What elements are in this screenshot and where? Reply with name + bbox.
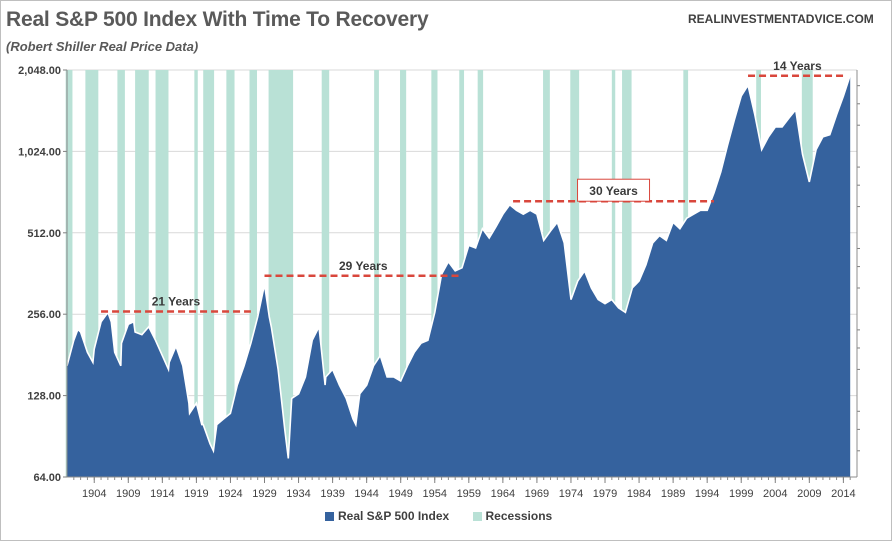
xtick-label: 1939 <box>320 488 344 500</box>
legend-item-index: Real S&P 500 Index <box>325 509 449 523</box>
xtick-label: 1914 <box>150 488 174 500</box>
recession-band <box>400 70 407 477</box>
xtick-label: 1994 <box>695 488 719 500</box>
recession-band <box>321 70 330 477</box>
recession-band <box>249 70 258 477</box>
xtick-label: 1984 <box>627 488 651 500</box>
recovery-label: 14 Years <box>773 59 822 73</box>
legend-label-index: Real S&P 500 Index <box>338 509 450 523</box>
axes: 64.00 128.00 256.00 512.00 1,024.00 2,048.00 1… <box>18 65 860 500</box>
xtick-label: 1919 <box>184 488 208 500</box>
recovery-label: 29 Years <box>339 259 388 273</box>
legend-label-recessions: Recessions <box>485 509 553 523</box>
xtick-label: 1989 <box>661 488 685 500</box>
ytick-label: 2,048.00 <box>18 65 61 77</box>
xtick-label: 1909 <box>116 488 140 500</box>
xtick-label: 1974 <box>559 488 583 500</box>
index-area <box>66 74 851 477</box>
xtick-label: 1924 <box>218 488 242 500</box>
legend-item-recessions: Recessions <box>472 509 553 523</box>
xtick-label: 1929 <box>252 488 276 500</box>
xtick-label: 1999 <box>729 488 753 500</box>
ytick-label: 1,024.00 <box>18 146 61 158</box>
ytick-label: 64.00 <box>33 472 61 484</box>
xtick-label: 1944 <box>354 488 378 500</box>
brand-watermark: REALINVESTMENTADVICE.COM <box>688 12 874 26</box>
recession-band <box>203 70 215 477</box>
recession-band <box>65 70 73 477</box>
chart-subtitle: (Robert Shiller Real Price Data) <box>6 39 199 54</box>
chart-title: Real S&P 500 Index With Time To Recovery <box>6 8 429 31</box>
recovery-annotations: 21 Years 29 Years 30 Years 14 Years <box>101 59 847 313</box>
legend-swatch-index <box>325 512 334 522</box>
recession-band <box>570 70 580 477</box>
xtick-label: 1949 <box>388 488 412 500</box>
xtick-label: 2014 <box>831 488 855 500</box>
recovery-label: 30 Years <box>589 184 638 198</box>
index-area-fill <box>67 75 851 477</box>
xtick-label: 2004 <box>763 488 787 500</box>
xtick-label: 1954 <box>423 488 447 500</box>
xtick-label: 1979 <box>593 488 617 500</box>
recession-band <box>374 70 379 477</box>
legend-swatch-recessions <box>472 512 482 522</box>
recession-band <box>117 70 125 477</box>
xtick-label: 1904 <box>82 488 106 500</box>
recession-band <box>226 70 235 477</box>
ytick-label: 256.00 <box>27 309 61 321</box>
recession-band <box>622 70 632 477</box>
recession-band <box>194 70 198 477</box>
xtick-label: 2009 <box>797 488 821 500</box>
xtick-label: 1969 <box>525 488 549 500</box>
xtick-label: 1964 <box>491 488 515 500</box>
recovery-label-box <box>577 178 651 202</box>
ytick-label: 128.00 <box>27 391 61 403</box>
recession-band <box>611 70 616 477</box>
recession-band <box>431 70 438 477</box>
recovery-label: 21 Years <box>152 294 201 308</box>
ytick-label: 512.00 <box>27 228 61 240</box>
legend: Real S&P 500 Index Recessions <box>325 509 572 523</box>
xtick-label: 1959 <box>457 488 481 500</box>
xtick-label: 1934 <box>286 488 310 500</box>
index-outline <box>66 74 851 459</box>
